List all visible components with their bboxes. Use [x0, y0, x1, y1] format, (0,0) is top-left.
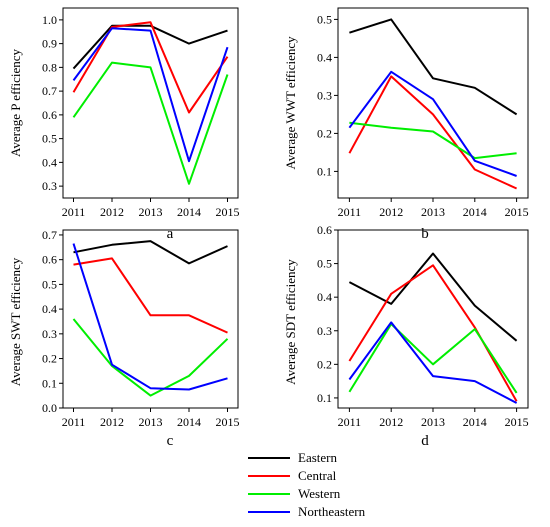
x-tick-label: 2014 [177, 205, 201, 219]
legend-label-eastern: Eastern [298, 450, 337, 465]
series-line-northeastern [72, 27, 229, 163]
series-line-northeastern [348, 70, 517, 177]
series-line-northeastern [72, 243, 228, 391]
y-tick-label: 0.4 [42, 155, 57, 169]
y-tick-label: 0.3 [42, 179, 57, 193]
y-tick-label: 0.3 [317, 88, 332, 102]
y-tick-label: 1.0 [42, 13, 57, 27]
y-tick-label: 0.5 [317, 257, 332, 271]
legend: Eastern Central Western Northeastern [248, 450, 366, 519]
y-tick-label: 0.6 [42, 253, 57, 267]
y-tick-label: 0.4 [317, 290, 332, 304]
y-tick-label: 0.7 [42, 84, 57, 98]
series-line-central [348, 75, 518, 190]
y-tick-label: 0.3 [317, 324, 332, 338]
panel-d-plot: 0.1 0.2 0.3 0.4 0.5 0.6 2011 2012 2013 2014 2015 [317, 223, 529, 429]
x-tick-label: 2011 [338, 205, 362, 219]
y-tick-label: 0.5 [317, 12, 332, 26]
y-tick-label: 0.1 [317, 391, 332, 405]
panel-a-plot: 0.3 0.4 0.5 0.6 0.7 0.8 0.9 1.0 2011 2012 2013 2014… [42, 7, 240, 219]
panel-c: 0.0 0.1 0.2 0.3 0.4 0.5 0.6 0.7 2011 2012 2013 2014… [8, 228, 240, 449]
x-tick-label: 2013 [139, 415, 163, 429]
series-line-central [73, 257, 228, 334]
y-tick-label: 0.6 [42, 108, 57, 122]
series-line-eastern [349, 18, 518, 116]
x-tick-label: 2012 [379, 415, 403, 429]
series-line-central [348, 264, 518, 402]
series-line-western [72, 61, 229, 185]
x-tick-label: 2012 [379, 205, 403, 219]
panel-c-label: c [167, 433, 174, 449]
panel-b: 0.1 0.2 0.3 0.4 0.5 2011 2012 2013 2014 2015 Aver… [283, 7, 529, 242]
x-tick-label: 2011 [62, 415, 86, 429]
x-tick-label: 2013 [139, 205, 163, 219]
y-tick-label: 0.6 [317, 223, 332, 237]
series-line-eastern [73, 240, 228, 265]
y-tick-label: 0.8 [42, 60, 57, 74]
x-tick-label: 2012 [100, 415, 124, 429]
y-tick-label: 0.3 [42, 327, 57, 341]
x-tick-label: 2015 [505, 415, 529, 429]
legend-label-northeastern: Northeastern [298, 504, 366, 519]
series-line-eastern [348, 252, 518, 342]
series-line-eastern [72, 24, 228, 70]
y-tick-label: 0.4 [317, 50, 332, 64]
y-tick-label: 0.5 [42, 132, 57, 146]
panel-c-plot: 0.0 0.1 0.2 0.3 0.4 0.5 0.6 0.7 2011 2012 2013 2014… [42, 228, 240, 429]
y-tick-label: 0.1 [42, 376, 57, 390]
panel-d: 0.1 0.2 0.3 0.4 0.5 0.6 2011 2012 2013 2014 2015 A… [283, 223, 529, 449]
y-tick-label: 0.0 [42, 401, 57, 415]
y-tick-label: 0.9 [42, 37, 57, 51]
legend-label-central: Central [298, 468, 337, 483]
panel-d-ylabel: Average SDT efficiency [283, 259, 298, 385]
plot-frame [337, 229, 529, 409]
panel-b-plot: 0.1 0.2 0.3 0.4 0.5 2011 2012 2013 2014 2015 [317, 7, 529, 219]
x-tick-label: 2015 [216, 415, 240, 429]
y-tick-label: 0.5 [42, 277, 57, 291]
legend-label-western: Western [298, 486, 341, 501]
panel-b-ylabel: Average WWT efficiency [283, 36, 298, 170]
series-line-central [72, 21, 229, 114]
x-tick-label: 2015 [505, 205, 529, 219]
x-tick-label: 2012 [100, 205, 124, 219]
y-tick-label: 0.2 [42, 352, 57, 366]
panel-a-label: a [167, 226, 174, 242]
x-tick-label: 2013 [421, 205, 445, 219]
x-tick-label: 2014 [463, 205, 487, 219]
y-tick-label: 0.2 [317, 126, 332, 140]
plot-frame [62, 229, 239, 409]
series-line-western [72, 318, 229, 397]
x-tick-label: 2011 [62, 205, 86, 219]
x-tick-label: 2014 [177, 415, 201, 429]
panel-b-label: b [421, 226, 429, 242]
panel-a-ylabel: Average P efficiency [8, 48, 23, 157]
y-tick-label: 0.1 [317, 164, 332, 178]
x-tick-label: 2013 [421, 415, 445, 429]
panel-a: 0.3 0.4 0.5 0.6 0.7 0.8 0.9 1.0 2011 2012 2013 2014… [8, 7, 240, 242]
x-tick-label: 2011 [338, 415, 362, 429]
x-tick-label: 2015 [216, 205, 240, 219]
x-tick-label: 2014 [463, 415, 487, 429]
series-line-northeastern [348, 321, 518, 404]
series-line-western [348, 323, 518, 394]
y-tick-label: 0.4 [42, 302, 57, 316]
y-tick-label: 0.2 [317, 357, 332, 371]
series-line-western [349, 121, 517, 160]
y-tick-label: 0.7 [42, 228, 57, 242]
panel-d-label: d [421, 433, 429, 449]
panel-c-ylabel: Average SWT efficiency [8, 257, 23, 386]
